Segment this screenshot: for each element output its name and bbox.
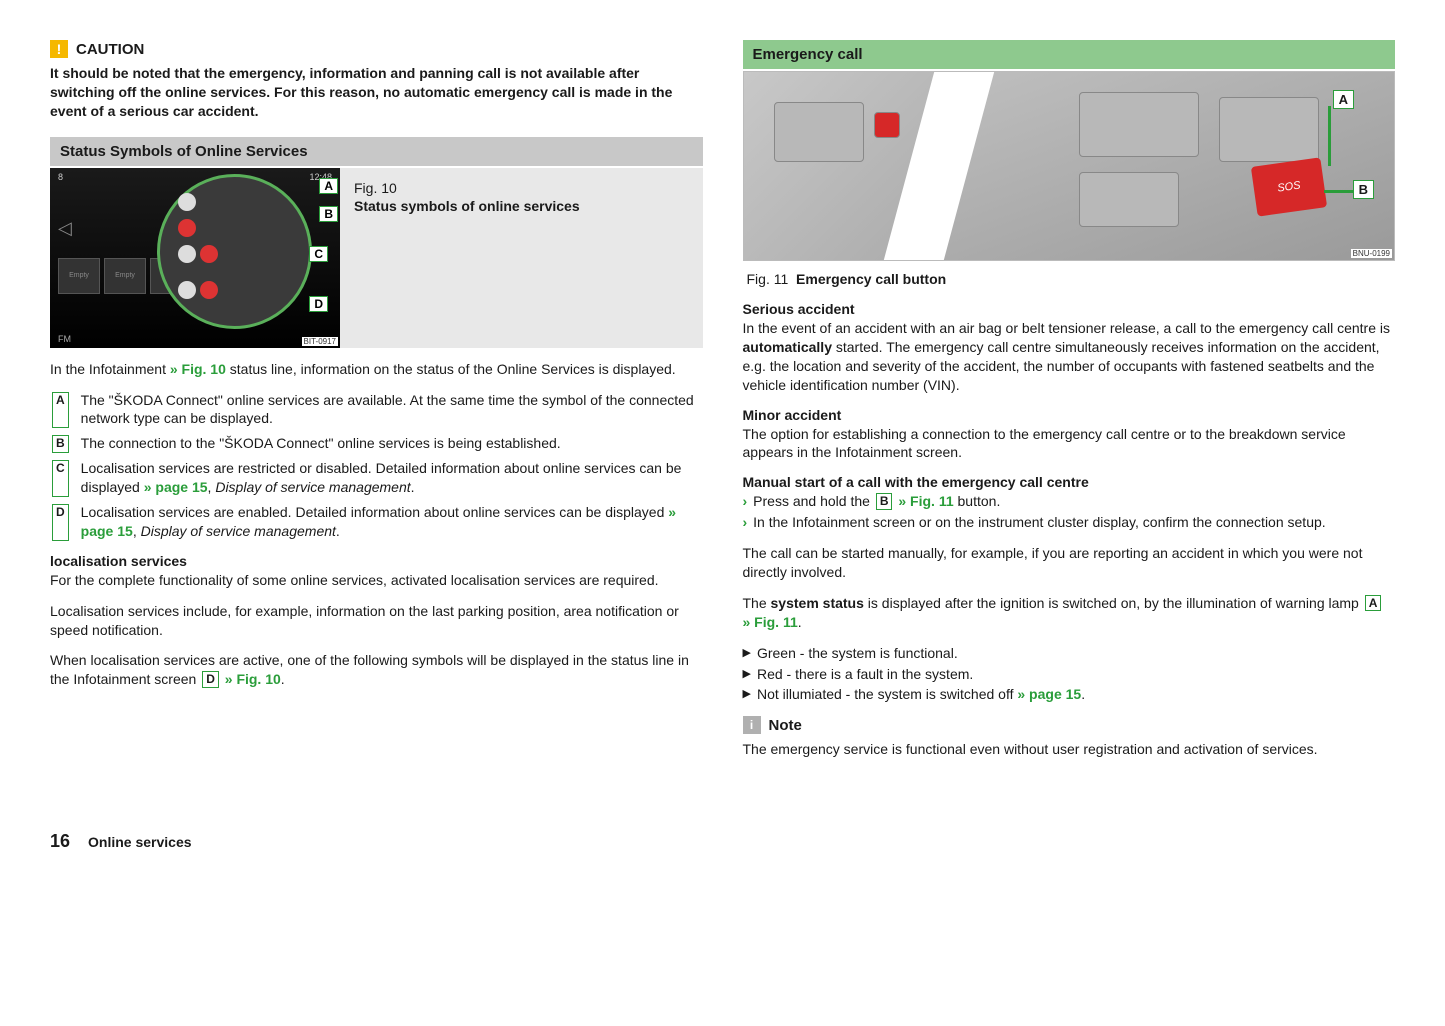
def-c: C Localisation services are restricted o… [50,459,703,497]
serious-accident-text: In the event of an accident with an air … [743,319,1396,395]
ref-fig10[interactable]: » Fig. 10 [221,671,281,687]
left-column: ! CAUTION It should be noted that the em… [50,40,703,771]
localisation-heading: localisation services [50,553,703,569]
callout-a: A [1333,90,1354,109]
car-icon [178,281,196,299]
status-zoom-circle [157,174,312,329]
chevron-icon: › [743,513,748,532]
loc-p2: Localisation services include, for examp… [50,602,703,640]
figure-number: Fig. 11 [747,271,789,287]
letter-box: A [52,392,69,429]
chevron-icon: › [743,492,748,511]
image-code: BIT-0917 [302,337,338,346]
manual-note: The call can be started manually, for ex… [743,544,1396,582]
letter-box: A [1365,595,1382,611]
status-colors-list: ▶Green - the system is functional. ▶Red … [743,644,1396,705]
ref-page15[interactable]: » page 15 [1017,686,1081,702]
list-item: ▶Green - the system is functional. [743,644,1396,663]
figure-10-image: 812:48 ◁ Empty Empty Em FM [50,168,340,348]
list-item: ▶Red - there is a fault in the system. [743,665,1396,684]
loc-p1: For the complete functionality of some o… [50,571,703,590]
minor-accident-heading: Minor accident [743,407,1396,423]
callout-b: B [1353,180,1374,199]
step: › In the Infotainment screen or on the i… [743,513,1396,532]
caution-header: ! CAUTION [50,40,703,58]
page-footer: 16 Online services [50,831,1395,852]
system-status-text: The system status is displayed after the… [743,594,1396,632]
panel [774,102,864,162]
sos-small [874,112,900,138]
step: › Press and hold the B » Fig. 11 button. [743,492,1396,511]
right-column: Emergency call SOS A B BNU-0199 Fig. 11 … [743,40,1396,771]
callout-c: C [309,246,328,262]
figure-10: 812:48 ◁ Empty Empty Em FM [50,168,703,348]
caution-text: It should be noted that the emergency, i… [50,64,703,121]
tile: Empty [58,258,100,294]
caution-label: CAUTION [76,41,144,58]
def-d: D Localisation services are enabled. Det… [50,503,703,541]
def-a: A The "ŠKODA Connect" online services ar… [50,391,703,429]
intro-paragraph: In the Infotainment » Fig. 10 status lin… [50,360,703,379]
figure-number: Fig. 10 [354,180,580,196]
serious-accident-heading: Serious accident [743,301,1396,317]
note-text: The emergency service is functional even… [743,740,1396,759]
section-emergency-call: Emergency call [743,40,1396,69]
infotainment-mock: 812:48 ◁ Empty Empty Em FM [50,168,340,348]
triangle-icon: ▶ [743,687,751,704]
back-icon: ◁ [58,218,72,239]
car-icon [200,245,218,263]
callout-d: D [309,296,328,312]
car-icon [200,281,218,299]
warning-icon: ! [50,40,68,58]
letter-box: D [52,504,69,541]
letter-box: B [52,435,69,453]
globe-icon [178,219,196,237]
figure-11-image: SOS A B BNU-0199 [743,71,1396,261]
page-number: 16 [50,831,70,852]
source-label: FM [58,334,71,344]
car-icon [178,245,196,263]
section-status-symbols: Status Symbols of Online Services [50,137,703,166]
letter-box: B [876,493,893,509]
callout-line [1328,106,1331,166]
figure-title: Status symbols of online services [354,198,580,214]
callout-a: A [319,178,338,194]
def-b: B The connection to the "ŠKODA Connect" … [50,434,703,453]
footer-section-title: Online services [88,834,192,850]
callout-line [1324,190,1354,193]
loc-p3: When localisation services are active, o… [50,651,703,689]
temp: 8 [58,172,63,188]
console-photo-right: SOS [939,72,1394,260]
triangle-icon: ▶ [743,667,751,684]
sos-button: SOS [1251,157,1327,216]
note-label: Note [769,717,802,734]
ref-fig11[interactable]: » Fig. 11 [894,493,953,509]
figure-10-caption: Fig. 10 Status symbols of online service… [340,168,594,348]
definition-list: A The "ŠKODA Connect" online services ar… [50,391,703,541]
tile: Empty [104,258,146,294]
panel [1219,97,1319,162]
callout-b: B [319,206,338,222]
globe-icon [178,193,196,211]
figure-title: Emergency call button [796,271,946,287]
note-header: i Note [743,716,1396,734]
info-icon: i [743,716,761,734]
minor-accident-text: The option for establishing a connection… [743,425,1396,463]
page: ! CAUTION It should be noted that the em… [50,40,1395,771]
triangle-icon: ▶ [743,646,751,663]
manual-steps: › Press and hold the B » Fig. 11 button.… [743,492,1396,532]
list-item: ▶Not illumiated - the system is switched… [743,685,1396,704]
ref-page15[interactable]: » page 15 [144,479,208,495]
figure-11-caption: Fig. 11 Emergency call button [743,263,1396,301]
letter-box: C [52,460,69,497]
panel [1079,172,1179,227]
letter-box: D [202,671,219,687]
panel [1079,92,1199,157]
ref-fig10[interactable]: » Fig. 10 [170,361,226,377]
ref-fig11[interactable]: » Fig. 11 [743,614,798,630]
image-code: BNU-0199 [1351,249,1392,258]
manual-start-heading: Manual start of a call with the emergenc… [743,474,1396,490]
